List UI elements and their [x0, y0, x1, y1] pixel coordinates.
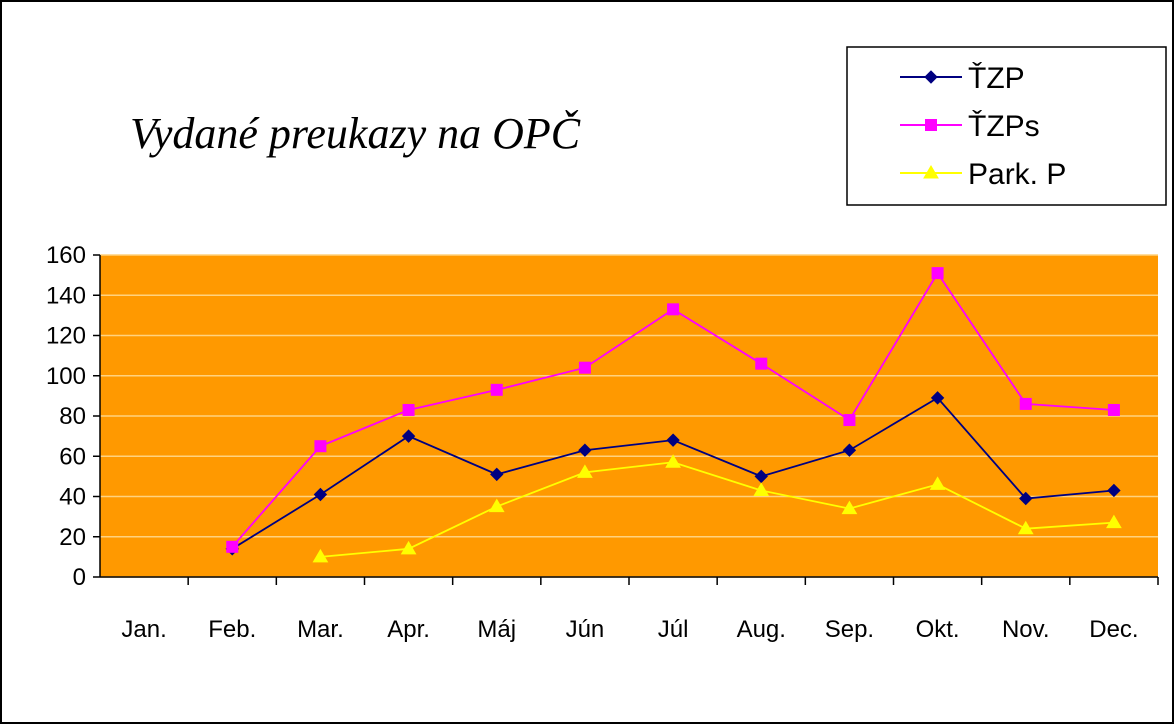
marker — [490, 467, 504, 482]
legend-label: ŤZPs — [968, 110, 1040, 143]
x-tick-label: Mar. — [297, 616, 344, 643]
marker — [753, 482, 770, 496]
x-tick-label: Aug. — [737, 616, 786, 643]
y-tick-label: 100 — [46, 363, 86, 390]
marker — [667, 303, 680, 316]
x-tick-label: Dec. — [1089, 616, 1138, 643]
marker — [1107, 403, 1120, 416]
marker — [923, 165, 939, 179]
y-tick-label: 160 — [46, 242, 86, 269]
marker — [924, 70, 938, 84]
y-tick-label: 80 — [59, 403, 86, 430]
y-tick-label: 60 — [59, 443, 86, 470]
x-tick-label: Júl — [658, 616, 689, 643]
marker — [1106, 514, 1122, 529]
marker — [488, 498, 505, 513]
x-tick-label: Feb. — [208, 616, 256, 643]
x-tick-label: Jún — [566, 616, 605, 643]
marker — [1017, 520, 1034, 535]
x-tick-label: Sep. — [825, 616, 874, 643]
marker — [930, 391, 945, 405]
marker — [842, 443, 857, 457]
y-tick-label: 120 — [46, 323, 86, 350]
marker — [929, 476, 946, 490]
marker — [400, 540, 417, 555]
marker — [665, 454, 681, 468]
marker — [843, 414, 856, 427]
x-tick-label: Nov. — [1002, 616, 1050, 643]
y-tick-label: 140 — [46, 282, 86, 309]
y-tick-label: 0 — [73, 564, 86, 591]
marker — [578, 361, 591, 374]
marker — [841, 500, 858, 515]
marker — [577, 464, 593, 478]
marker — [925, 119, 937, 131]
marker — [1107, 483, 1121, 498]
series-line — [320, 461, 1114, 558]
marker — [1019, 397, 1032, 410]
marker — [666, 433, 680, 447]
x-tick-label: Máj — [477, 616, 516, 643]
marker — [754, 469, 768, 484]
marker — [402, 403, 415, 416]
marker — [313, 487, 328, 502]
marker — [755, 357, 768, 370]
marker — [578, 443, 592, 457]
x-tick-label: Apr. — [387, 616, 430, 643]
legend-label: ŤZP — [968, 62, 1025, 95]
marker — [314, 440, 327, 453]
x-tick-label: Jan. — [121, 616, 166, 643]
x-tick-label: Okt. — [916, 616, 960, 643]
marker — [931, 267, 944, 280]
marker — [490, 383, 503, 396]
marker — [401, 429, 416, 443]
marker — [226, 540, 239, 553]
legend-label: Park. P — [968, 158, 1066, 191]
y-tick-label: 20 — [59, 524, 86, 551]
marker — [1019, 491, 1033, 506]
chart-title: Vydané preukazy na OPČ — [130, 109, 581, 158]
y-tick-label: 40 — [59, 484, 86, 511]
marker — [312, 548, 329, 563]
